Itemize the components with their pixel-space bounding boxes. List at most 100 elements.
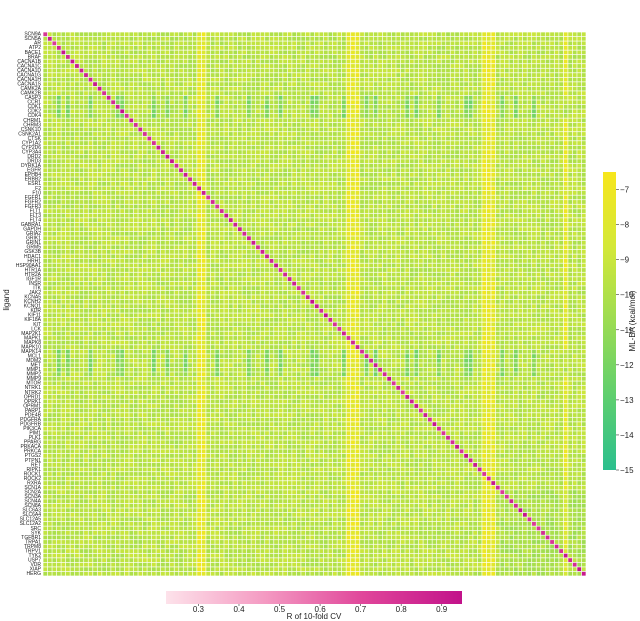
heatmap-cell — [581, 100, 586, 105]
heatmap-cell — [183, 159, 188, 164]
heatmap-cell — [93, 36, 97, 41]
heatmap-cell — [70, 64, 75, 68]
heatmap-cell — [138, 177, 143, 182]
heatmap-cell — [233, 168, 238, 173]
heatmap-cell — [206, 73, 211, 77]
heatmap-cell — [179, 132, 183, 136]
heatmap-cell — [405, 145, 410, 150]
heatmap-cell — [328, 132, 333, 136]
heatmap-cell — [251, 64, 256, 68]
heatmap-cell — [563, 154, 568, 159]
heatmap-cell — [265, 204, 269, 209]
heatmap-cell — [133, 41, 138, 46]
heatmap-cell — [541, 181, 545, 186]
heatmap-cell — [360, 200, 364, 204]
heatmap-cell — [43, 150, 48, 155]
heatmap-cell — [455, 141, 459, 145]
heatmap-cell — [332, 195, 337, 200]
heatmap-cell — [423, 200, 428, 204]
heatmap-cell — [197, 82, 202, 87]
heatmap-cell — [532, 86, 536, 91]
heatmap-cell — [260, 91, 265, 96]
heatmap-cell — [156, 181, 161, 186]
heatmap-cell — [328, 163, 333, 168]
heatmap-cell — [450, 159, 455, 164]
heatmap-cell — [396, 141, 401, 145]
heatmap-cell — [332, 123, 337, 127]
heatmap-cell — [482, 86, 487, 91]
heatmap-cell — [287, 141, 292, 145]
heatmap-cell — [568, 95, 573, 100]
heatmap-cell — [43, 91, 48, 96]
heatmap-cell — [192, 100, 197, 105]
heatmap-cell — [79, 181, 84, 186]
heatmap-cell — [482, 172, 487, 177]
heatmap-cell — [360, 36, 364, 41]
heatmap-cell — [437, 127, 441, 132]
heatmap-cell — [287, 91, 292, 96]
heatmap-cell — [414, 91, 419, 96]
heatmap-cell — [183, 209, 188, 213]
heatmap-cell — [351, 127, 355, 132]
heatmap-cell — [550, 82, 554, 87]
heatmap-cell — [296, 32, 301, 37]
heatmap-cell — [500, 68, 505, 73]
heatmap-cell — [536, 68, 541, 73]
heatmap-cell — [396, 132, 401, 136]
heatmap-cell — [179, 113, 183, 118]
heatmap-cell — [102, 55, 106, 59]
heatmap-cell — [500, 191, 505, 195]
heatmap-cell — [120, 195, 125, 200]
heatmap-cell — [473, 168, 478, 173]
heatmap-cell — [391, 213, 396, 218]
heatmap-cell — [197, 104, 202, 109]
heatmap-cell — [265, 95, 269, 100]
heatmap-cell — [427, 41, 432, 46]
heatmap-cell — [256, 41, 260, 46]
heatmap-cell — [228, 159, 233, 164]
heatmap-cell — [477, 172, 482, 177]
heatmap-cell — [142, 213, 147, 218]
heatmap-cell — [536, 91, 541, 96]
heatmap-cell — [170, 218, 174, 223]
heatmap-cell — [464, 186, 469, 191]
heatmap-cell — [47, 195, 52, 200]
heatmap-cell — [513, 91, 518, 96]
heatmap-cell — [378, 132, 383, 136]
heatmap-cell — [355, 195, 360, 200]
heatmap-cell — [572, 154, 577, 159]
heatmap-cell — [106, 168, 111, 173]
heatmap-cell — [378, 163, 383, 168]
heatmap-cell — [572, 50, 577, 55]
heatmap-cell — [215, 159, 220, 164]
heatmap-cell — [206, 150, 211, 155]
heatmap-cell — [427, 145, 432, 150]
heatmap-cell — [577, 113, 582, 118]
heatmap-cell — [418, 132, 423, 136]
heatmap-cell — [133, 64, 138, 68]
heatmap-cell — [147, 32, 152, 37]
heatmap-cell — [500, 177, 505, 182]
heatmap-cell — [437, 95, 441, 100]
heatmap-cell — [296, 132, 301, 136]
heatmap-cell — [373, 55, 378, 59]
heatmap-cell — [179, 200, 183, 204]
heatmap-cell — [373, 172, 378, 177]
heatmap-cell — [142, 150, 147, 155]
heatmap-cell — [197, 191, 202, 195]
heatmap-cell — [296, 113, 301, 118]
heatmap-cell — [228, 200, 233, 204]
heatmap-cell — [283, 132, 288, 136]
heatmap-cell — [106, 204, 111, 209]
heatmap-cell — [495, 68, 500, 73]
heatmap-cell — [504, 132, 509, 136]
heatmap-cell — [237, 55, 242, 59]
heatmap-cell — [296, 200, 301, 204]
heatmap-cell — [301, 123, 306, 127]
heatmap-cell — [56, 186, 61, 191]
heatmap-cell — [75, 68, 79, 73]
heatmap-cell — [287, 118, 292, 123]
heatmap-cell — [342, 136, 346, 141]
heatmap-cell — [56, 204, 61, 209]
heatmap-cell — [260, 50, 265, 55]
